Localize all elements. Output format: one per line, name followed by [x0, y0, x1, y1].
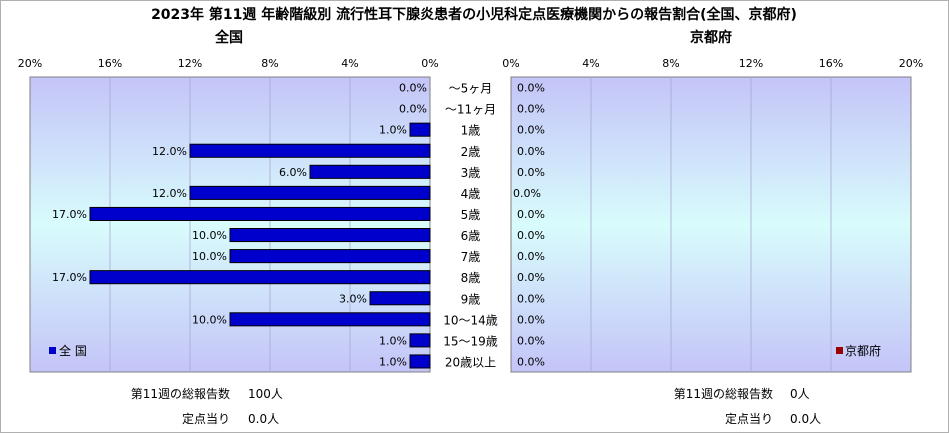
national-tick-label: 12% [178, 57, 202, 70]
national-bar [229, 228, 431, 243]
category-label: 2歳 [461, 145, 481, 159]
national-total-label: 第11週の総報告数 [131, 386, 230, 401]
category-label: 7歳 [461, 250, 481, 264]
national-bar [369, 291, 431, 306]
national-tick-label: 8% [261, 57, 278, 70]
kyoto-total-label: 第11週の総報告数 [674, 386, 773, 401]
category-label: 5歳 [461, 208, 481, 222]
national-panel-title: 全国 [214, 29, 243, 46]
national-total-value: 100人 [248, 387, 283, 401]
category-label: 20歳以上 [445, 355, 496, 369]
kyoto-panel-title: 京都府 [690, 29, 732, 46]
kyoto-tick-label: 20% [899, 57, 923, 70]
category-label: 9歳 [461, 292, 481, 306]
kyoto-per-value: 0.0人 [790, 412, 821, 426]
kyoto-data-label: 0.0% [517, 250, 545, 263]
national-bar [189, 143, 431, 158]
kyoto-tick-label: 12% [739, 57, 763, 70]
national-data-label: 17.0% [52, 271, 87, 284]
kyoto-data-label: 0.0% [517, 145, 545, 158]
national-tick-label: 16% [98, 57, 122, 70]
national-bar [89, 270, 431, 285]
national-data-label: 1.0% [379, 355, 407, 368]
category-label: 3歳 [461, 166, 481, 180]
national-plot-area [29, 76, 431, 373]
kyoto-plot-area [510, 76, 912, 373]
kyoto-data-label: 0.0% [517, 124, 545, 137]
national-bar [229, 312, 431, 327]
category-label: 15～19歳 [443, 334, 498, 348]
national-bar [309, 164, 431, 179]
kyoto-data-label: 0.0% [517, 103, 545, 116]
kyoto-tick-label: 8% [662, 57, 679, 70]
national-legend-swatch [49, 347, 56, 354]
kyoto-data-label: 0.0% [517, 82, 545, 95]
national-data-label: 0.0% [399, 103, 427, 116]
national-bar [229, 249, 431, 264]
national-legend-label: 全 国 [59, 343, 87, 358]
category-label: 1歳 [461, 124, 481, 138]
kyoto-data-label: 0.0% [513, 187, 541, 200]
category-label: 10～14歳 [443, 313, 498, 327]
national-data-label: 1.0% [379, 124, 407, 137]
category-label: 8歳 [461, 271, 481, 285]
kyoto-tick-label: 0% [502, 57, 519, 70]
national-data-label: 17.0% [52, 208, 87, 221]
national-data-label: 10.0% [192, 250, 227, 263]
kyoto-data-label: 0.0% [517, 271, 545, 284]
kyoto-legend-label: 京都府 [845, 343, 881, 358]
kyoto-data-label: 0.0% [517, 313, 545, 326]
kyoto-data-label: 0.0% [517, 166, 545, 179]
national-data-label: 10.0% [192, 313, 227, 326]
national-bar [409, 354, 431, 369]
category-label: 6歳 [461, 229, 481, 243]
kyoto-data-label: 0.0% [517, 355, 545, 368]
kyoto-data-label: 0.0% [517, 292, 545, 305]
national-data-label: 0.0% [399, 82, 427, 95]
kyoto-data-label: 0.0% [517, 229, 545, 242]
national-tick-label: 4% [341, 57, 358, 70]
national-data-label: 1.0% [379, 334, 407, 347]
category-label: 4歳 [461, 187, 481, 201]
chart-title: 2023年 第11週 年齢階級別 流行性耳下腺炎患者の小児科定点医療機関からの報… [151, 6, 797, 23]
kyoto-tick-label: 16% [819, 57, 843, 70]
national-data-label: 10.0% [192, 229, 227, 242]
national-per-value: 0.0人 [248, 412, 279, 426]
national-data-label: 12.0% [152, 187, 187, 200]
kyoto-total-value: 0人 [790, 387, 810, 401]
national-data-label: 6.0% [279, 166, 307, 179]
national-bar [189, 185, 431, 200]
national-tick-label: 0% [421, 57, 438, 70]
national-bar [89, 206, 431, 221]
kyoto-data-label: 0.0% [517, 208, 545, 221]
national-data-label: 12.0% [152, 145, 187, 158]
national-tick-label: 20% [18, 57, 42, 70]
national-bar [409, 122, 431, 137]
national-bar [409, 333, 431, 348]
kyoto-legend-swatch [836, 347, 843, 354]
kyoto-data-label: 0.0% [517, 334, 545, 347]
national-per-label: 定点当り [182, 411, 230, 426]
kyoto-per-label: 定点当り [725, 411, 773, 426]
national-data-label: 3.0% [339, 292, 367, 305]
category-label: ～5ヶ月 [449, 82, 493, 96]
kyoto-tick-label: 4% [582, 57, 599, 70]
category-label: ～11ヶ月 [445, 103, 496, 117]
